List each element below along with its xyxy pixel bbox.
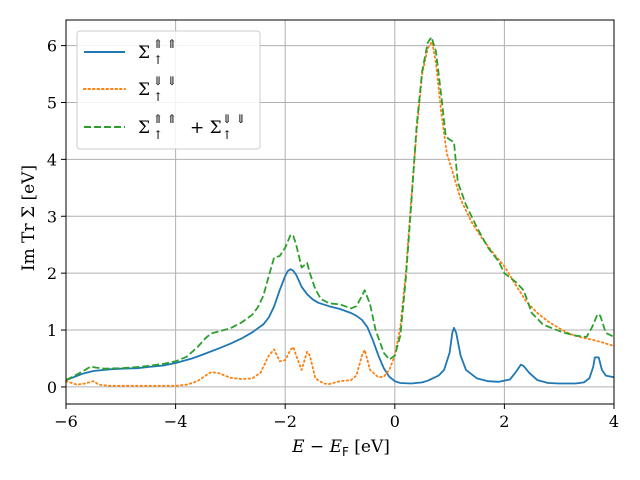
x-tick-label: −2 xyxy=(273,412,297,431)
plot-frame xyxy=(65,19,615,405)
y-tick-label: 1 xyxy=(47,321,57,340)
y-tick-label: 6 xyxy=(47,37,57,56)
svg-text:E − EF [eV]: E − EF [eV] xyxy=(291,437,390,459)
svg-text:⇑ ⇑: ⇑ ⇑ xyxy=(153,37,177,51)
y-axis-label: Im Tr Σ [eV] xyxy=(19,165,39,271)
y-tick-label: 2 xyxy=(47,264,57,283)
legend-entry-up: Σ ⇑ ⇑ ↑ xyxy=(138,37,177,67)
svg-text:Σ: Σ xyxy=(138,43,150,63)
x-tick-label: −6 xyxy=(54,412,78,431)
x-tick-label: 0 xyxy=(390,412,400,431)
series-line-up xyxy=(65,268,615,385)
x-tick-label: 2 xyxy=(499,412,509,431)
series-line-down xyxy=(65,40,615,387)
series-lines xyxy=(65,36,615,387)
x-tick-label: 4 xyxy=(609,412,619,431)
svg-text:⇓ ⇓: ⇓ ⇓ xyxy=(153,74,177,88)
svg-text:⇓ ⇓: ⇓ ⇓ xyxy=(222,112,246,126)
y-tick-label: 3 xyxy=(47,207,57,226)
grid xyxy=(65,20,615,404)
legend-entry-sum: Σ ⇑ ⇑ ↑ + Σ ⇓ ⇓ ↑ xyxy=(138,112,246,142)
legend-box xyxy=(76,30,261,150)
x-axis-ticks: −6 −4 −2 0 2 4 xyxy=(54,404,619,431)
y-axis-ticks: 0 1 2 3 4 5 6 xyxy=(47,37,66,397)
svg-text:+ Σ: + Σ xyxy=(190,118,222,138)
svg-text:↑: ↑ xyxy=(153,128,163,142)
y-tick-label: 0 xyxy=(47,378,57,397)
x-tick-label: −4 xyxy=(164,412,188,431)
svg-text:⇑ ⇑: ⇑ ⇑ xyxy=(153,112,177,126)
svg-text:↑: ↑ xyxy=(153,90,163,104)
series-line-sum xyxy=(65,36,615,381)
y-tick-label: 5 xyxy=(47,93,57,112)
svg-text:↑: ↑ xyxy=(222,128,232,142)
svg-text:Σ: Σ xyxy=(138,80,150,100)
y-tick-label: 4 xyxy=(47,150,57,169)
legend: Σ ⇑ ⇑ ↑ Σ ⇓ ⇓ ↑ Σ ⇑ ⇑ ↑ + Σ ⇓ ⇓ ↑ xyxy=(76,30,261,150)
svg-text:Σ: Σ xyxy=(138,118,150,138)
legend-entry-down: Σ ⇓ ⇓ ↑ xyxy=(138,74,177,104)
x-axis-label: E − EF [eV] xyxy=(291,437,390,459)
svg-text:↑: ↑ xyxy=(153,53,163,67)
